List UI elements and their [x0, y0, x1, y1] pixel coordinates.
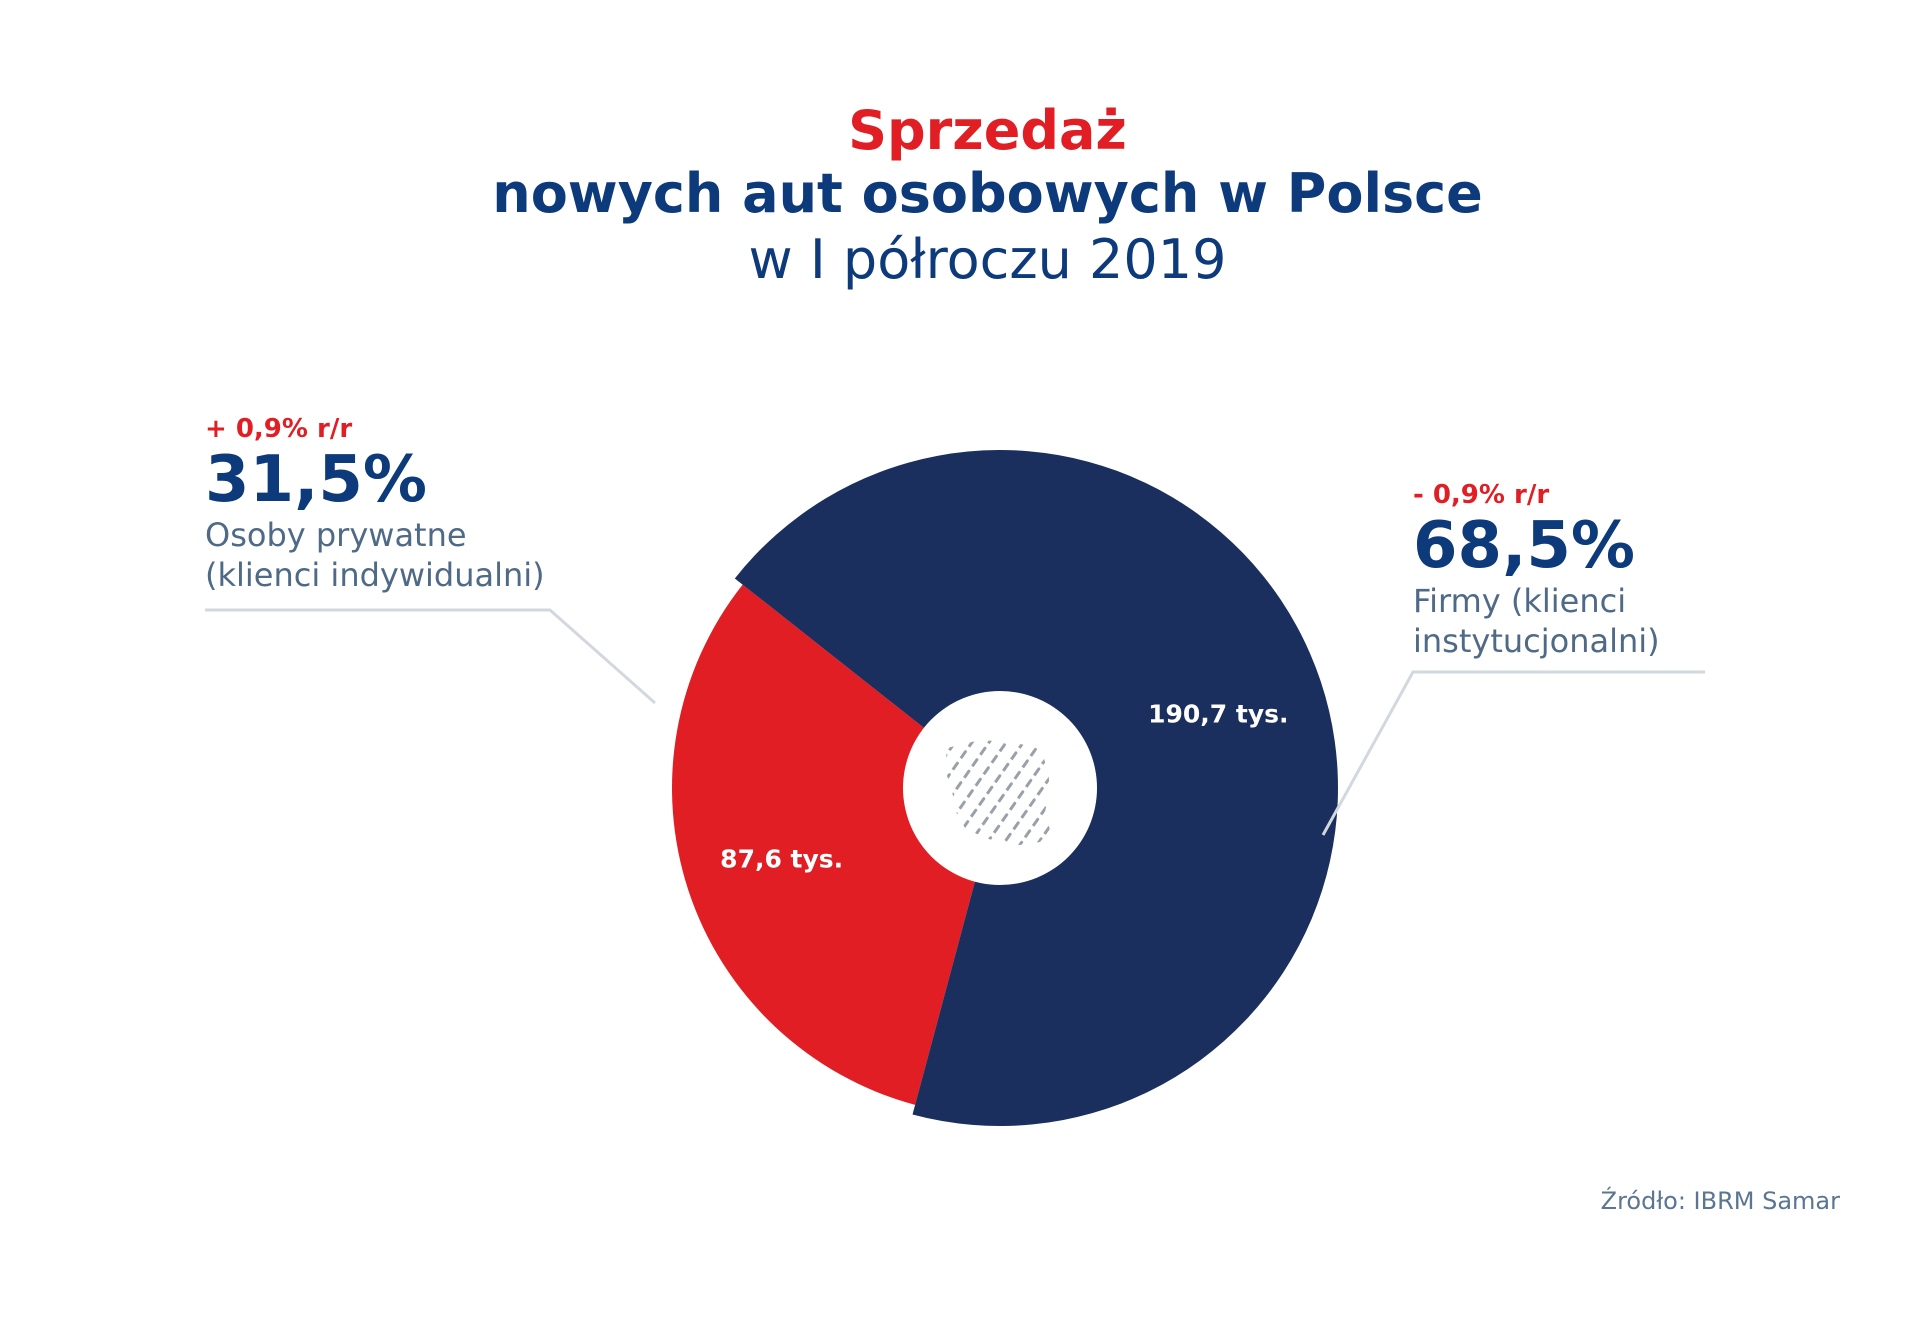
callout-private: + 0,9% r/r 31,5% Osoby prywatne (klienci… — [205, 413, 545, 595]
change-label-private: + 0,9% r/r — [205, 414, 353, 444]
value-label-private: 87,6 tys. — [720, 844, 843, 873]
connectors-layer — [205, 608, 1705, 836]
share-label-private: 31,5% — [205, 443, 428, 517]
connector-line-private — [205, 608, 656, 705]
category-label-companies-2: instytucjonalni) — [1413, 622, 1660, 660]
title-line-3: w I półroczu 2019 — [748, 228, 1227, 291]
category-label-private-1: Osoby prywatne — [205, 516, 467, 554]
change-label-companies: - 0,9% r/r — [1413, 480, 1550, 510]
connector-line-companies — [1321, 670, 1705, 836]
source-note: Źródło: IBRM Samar — [1600, 1187, 1840, 1215]
chart-title: Sprzedaż nowych aut osobowych w Polsce w… — [0, 100, 1920, 294]
category-label-companies-1: Firmy (klienci — [1413, 582, 1627, 620]
value-label-companies: 190,7 tys. — [1148, 700, 1288, 729]
title-line-1: Sprzedaż — [848, 99, 1127, 162]
labels-layer: 87,6 tys. 190,7 tys. — [720, 700, 1288, 874]
callout-companies: - 0,9% r/r 68,5% Firmy (klienci instytuc… — [1413, 479, 1660, 661]
category-label-private-2: (klienci indywidualni) — [205, 556, 545, 594]
title-line-2: nowych aut osobowych w Polsce — [492, 162, 1483, 225]
pie-slice-private — [671, 584, 1000, 1105]
share-label-companies: 68,5% — [1413, 509, 1636, 583]
